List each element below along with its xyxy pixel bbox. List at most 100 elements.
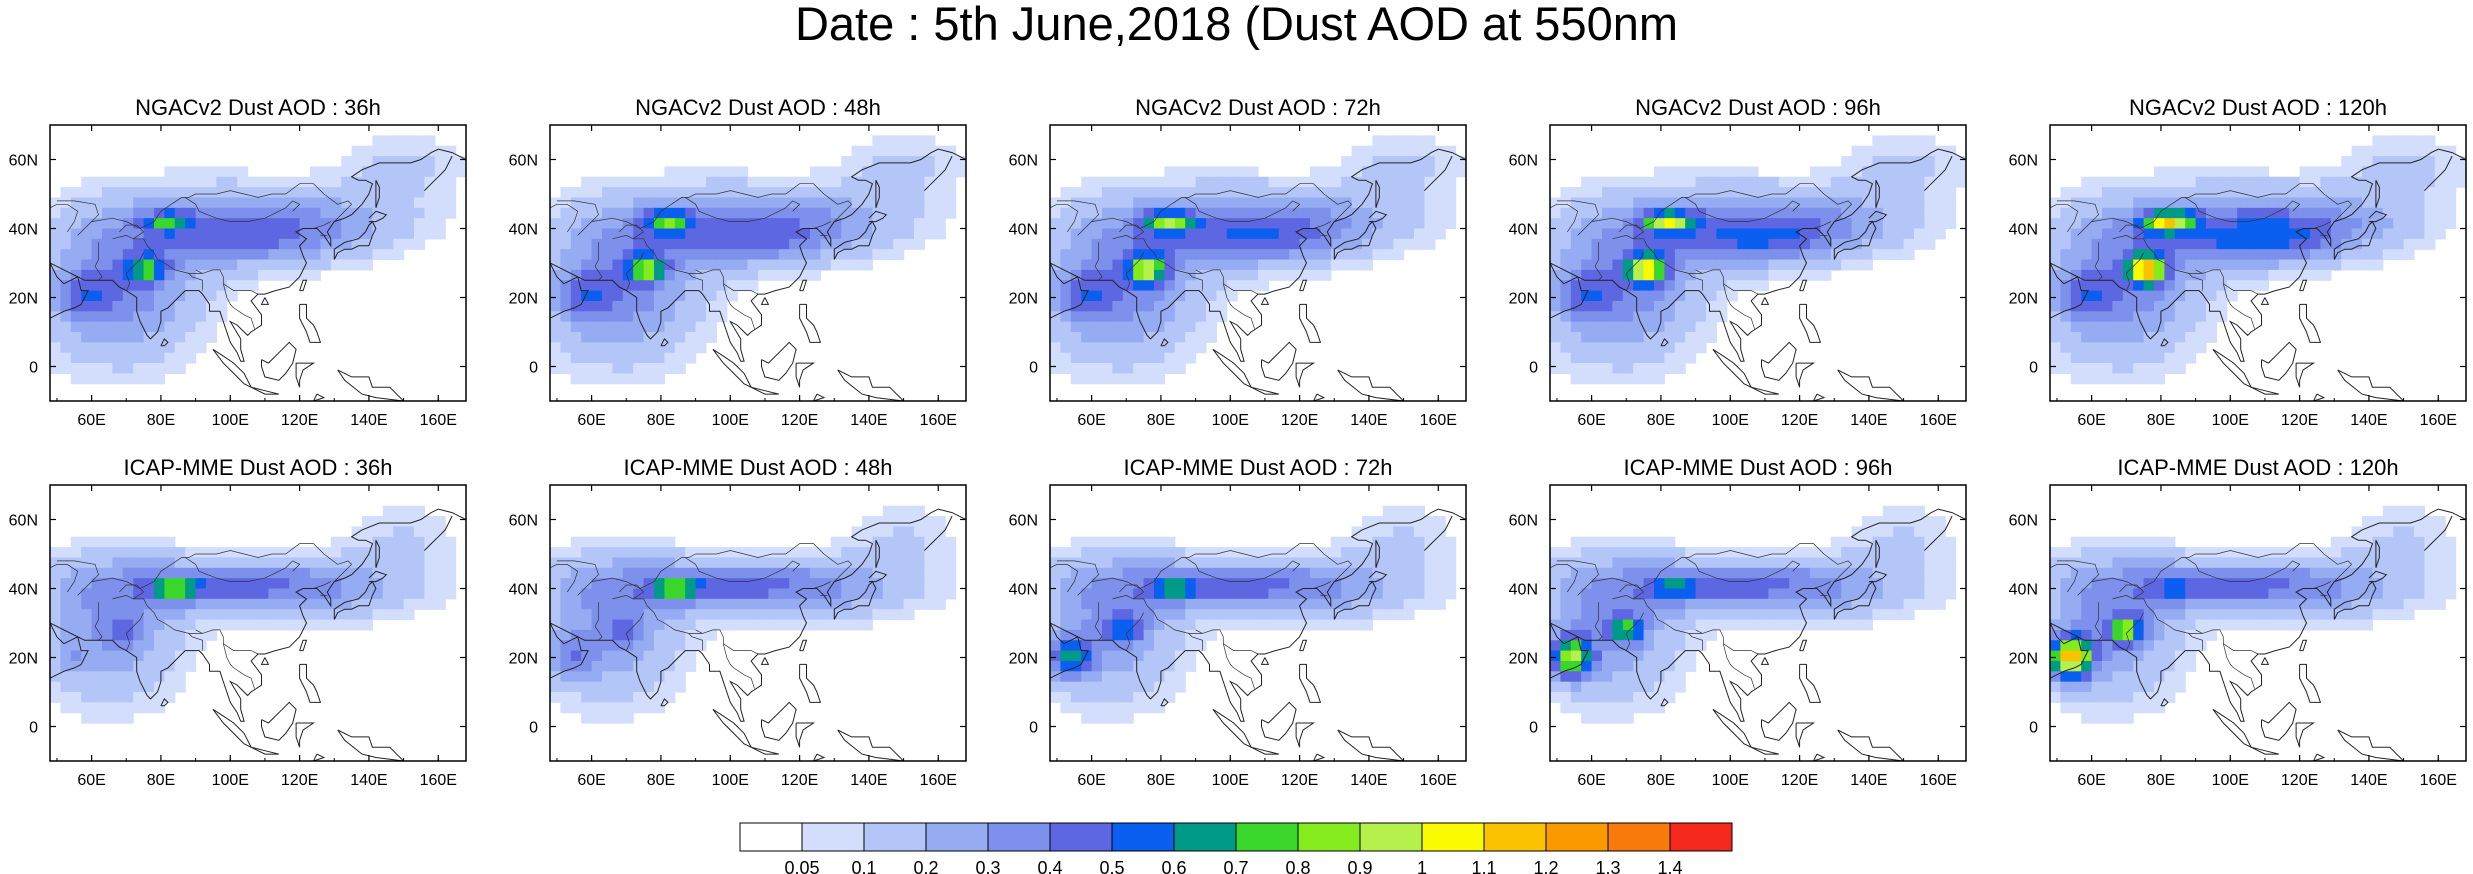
country-border [1056,560,1099,582]
country-border [688,633,703,651]
country-border [1050,564,1079,593]
coastline [1761,341,1797,381]
country-border [188,633,203,651]
coastline [837,729,905,761]
map-panel: ICAP-MME Dust AOD : 72h 60E 80E 100E 120E 140… [1009,455,1467,789]
coastline [1160,338,1169,347]
coastline [160,698,169,707]
map-panel: ICAP-MME Dust AOD : 96h 60E 80E 100E 120E 140… [1509,455,1967,789]
country-border [594,602,603,641]
country-border [1813,581,1831,589]
panel-title: NGACv2 Dust AOD : 96h [1635,95,1881,120]
country-border [1185,557,1301,582]
coastline [1761,701,1797,741]
coastline [1337,369,1405,401]
lat-tick-label: 0 [2029,360,2038,377]
coastline [2299,663,2322,703]
country-border [685,197,801,222]
country-border [125,252,144,291]
coastline [799,303,822,343]
coastline [261,341,297,381]
panel-title: NGACv2 Dust AOD : 48h [635,95,881,120]
country-border [1550,564,1579,593]
lon-tick-label: 120E [1281,412,1318,429]
coastline [2160,698,2169,707]
lat-tick-label: 0 [529,360,538,377]
coastline [1833,220,1877,260]
coastline [1795,722,1816,748]
coastline [375,179,380,208]
lon-tick-label: 80E [647,772,675,789]
lat-tick-label: 0 [1529,360,1538,377]
lat-tick-label: 40N [1009,582,1038,599]
lon-tick-label: 60E [1577,772,1605,789]
coastline [299,303,322,343]
country-border [185,557,301,582]
colorbar-label: 0.6 [1161,858,1186,874]
lon-tick-label: 100E [1712,772,1749,789]
lat-tick-label: 40N [509,222,538,239]
country-border [619,224,645,240]
coastline [1812,753,1826,761]
country-border [2188,273,2203,291]
country-border [1688,633,1703,651]
panel-title: ICAP-MME Dust AOD : 96h [1624,455,1893,480]
country-border [2094,602,2103,641]
coastline [312,393,326,401]
lon-tick-label: 100E [1212,412,1249,429]
lon-tick-label: 160E [2420,412,2457,429]
lon-tick-label: 160E [1420,412,1457,429]
country-border [1125,252,1144,291]
coastline [50,508,466,722]
country-border [125,612,144,651]
coastline [1924,155,1953,191]
country-border [577,543,853,596]
coastline [50,622,89,679]
colorbar-swatch [1607,822,1671,852]
coastline [2050,508,2466,722]
coastline [924,515,953,551]
lon-tick-label: 120E [1281,772,1318,789]
coastline [750,746,779,755]
country-border [313,221,331,229]
country-border [550,564,579,593]
lon-tick-label: 60E [2077,772,2105,789]
country-border [2119,224,2145,240]
country-border [2222,283,2255,329]
lat-tick-label: 20N [9,651,38,668]
lat-tick-label: 40N [9,582,38,599]
aod-field [1050,125,1466,401]
coastline [1660,338,1669,347]
aod-field [50,125,466,401]
country-border [1125,612,1144,651]
lon-tick-label: 100E [1212,772,1249,789]
country-border [1556,200,1599,222]
country-border [1577,183,1853,236]
coastline [1050,508,1466,722]
colorbar-swatch [1297,822,1361,852]
coastline [1160,698,1169,707]
coastline [337,369,405,401]
coastline [1868,570,1888,583]
lon-tick-label: 80E [1147,412,1175,429]
country-border [2050,203,2079,233]
colorbar-swatch [1359,822,1423,852]
map-frame [1049,484,1467,762]
lat-tick-label: 20N [2009,291,2038,308]
country-border [1094,602,1103,641]
country-border [594,242,603,281]
map-frame [1549,124,1967,402]
country-border [1188,633,1203,651]
coastline [2333,220,2377,260]
lat-tick-label: 40N [9,222,38,239]
lon-tick-label: 80E [147,412,175,429]
coastline [795,722,816,748]
coastline [2368,570,2388,583]
lon-tick-label: 140E [1350,412,1387,429]
coastline [799,279,808,292]
country-border [2119,584,2145,600]
panel-title: NGACv2 Dust AOD : 36h [135,95,381,120]
colorbar-label: 0.9 [1347,858,1372,874]
lat-tick-label: 60N [1009,513,1038,530]
country-border [185,197,301,222]
